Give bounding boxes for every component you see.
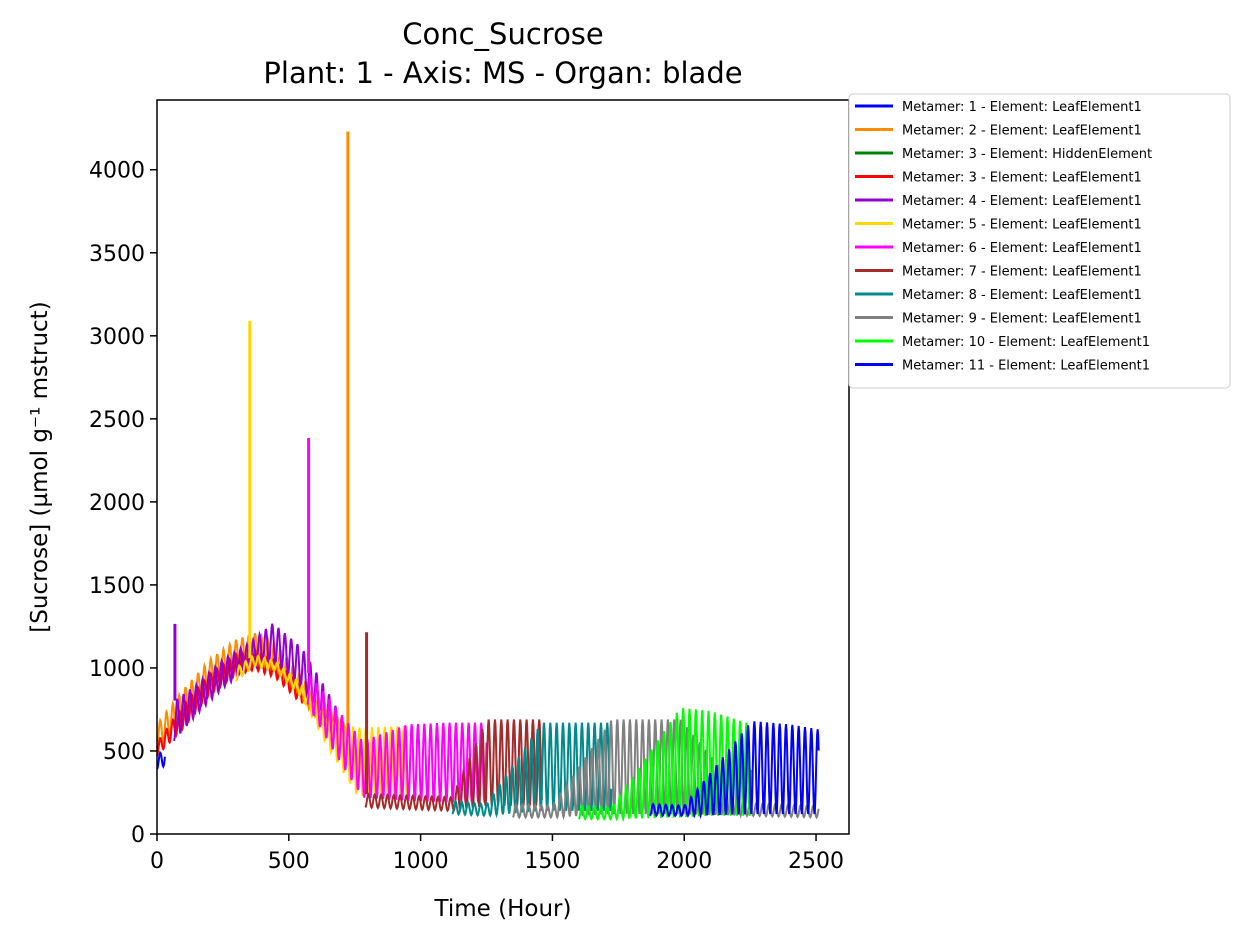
series-7 bbox=[306, 437, 488, 803]
legend-entry: Metamer: 4 - Element: LeafElement1 bbox=[902, 194, 1142, 209]
series-12 bbox=[649, 721, 820, 820]
plot-area-frame bbox=[156, 99, 850, 835]
chart-title: Conc_Sucrose bbox=[402, 17, 604, 51]
series-11 bbox=[577, 708, 753, 823]
x-axis-label: Time (Hour) bbox=[434, 896, 572, 922]
x-tick-label: 1000 bbox=[393, 849, 449, 874]
legend-frame bbox=[848, 93, 1231, 389]
y-axis-label: [Sucrose] (µmol g⁻¹ mstruct) bbox=[27, 301, 53, 632]
series-9 bbox=[451, 722, 613, 819]
x-tick-label: 2500 bbox=[788, 849, 844, 874]
legend-entry: Metamer: 1 - Element: LeafElement1 bbox=[902, 100, 1142, 115]
series-line bbox=[577, 708, 753, 823]
y-tick-label: 2500 bbox=[89, 408, 145, 433]
series-line bbox=[306, 674, 488, 803]
legend: Metamer: 1 - Element: LeafElement1 Metame… bbox=[848, 93, 1231, 389]
x-tick-label: 500 bbox=[268, 849, 310, 874]
chart-subtitle: Plant: 1 - Axis: MS - Organ: blade bbox=[263, 56, 742, 90]
series-line bbox=[649, 721, 820, 820]
series-line bbox=[451, 722, 613, 819]
x-tick-label: 1500 bbox=[524, 849, 580, 874]
y-tick-label: 0 bbox=[131, 823, 145, 848]
legend-entry: Metamer: 3 - Element: HiddenElement bbox=[902, 147, 1152, 162]
y-tick-label: 3500 bbox=[89, 242, 145, 267]
y-tick-label: 2000 bbox=[89, 491, 145, 516]
legend-entry: Metamer: 9 - Element: LeafElement1 bbox=[902, 312, 1142, 327]
legend-entry: Metamer: 8 - Element: LeafElement1 bbox=[902, 288, 1142, 303]
series-layer bbox=[156, 131, 820, 823]
legend-entry: Metamer: 10 - Element: LeafElement1 bbox=[902, 335, 1150, 350]
legend-entry: Metamer: 6 - Element: LeafElement1 bbox=[902, 241, 1142, 256]
y-tick-label: 500 bbox=[103, 740, 145, 765]
series-1 bbox=[156, 750, 166, 770]
tick-layer: 0 500 1000 1500 2000 2500 0 500 1000 1500 2000 2500… bbox=[89, 159, 844, 874]
series-line bbox=[156, 632, 351, 748]
y-tick-label: 3000 bbox=[89, 325, 145, 350]
y-tick-label: 1000 bbox=[89, 657, 145, 682]
legend-entry: Metamer: 2 - Element: LeafElement1 bbox=[902, 124, 1142, 139]
y-tick-label: 4000 bbox=[89, 159, 145, 184]
legend-entry: Metamer: 11 - Element: LeafElement1 bbox=[902, 359, 1150, 374]
y-tick-label: 1500 bbox=[89, 574, 145, 599]
legend-entry: Metamer: 7 - Element: LeafElement1 bbox=[902, 265, 1142, 280]
series-line bbox=[156, 750, 166, 770]
series-6 bbox=[235, 320, 409, 798]
x-tick-label: 2000 bbox=[656, 849, 712, 874]
legend-entry: Metamer: 5 - Element: LeafElement1 bbox=[902, 218, 1142, 233]
legend-entry: Metamer: 3 - Element: LeafElement1 bbox=[902, 171, 1142, 186]
x-tick-label: 0 bbox=[150, 849, 164, 874]
